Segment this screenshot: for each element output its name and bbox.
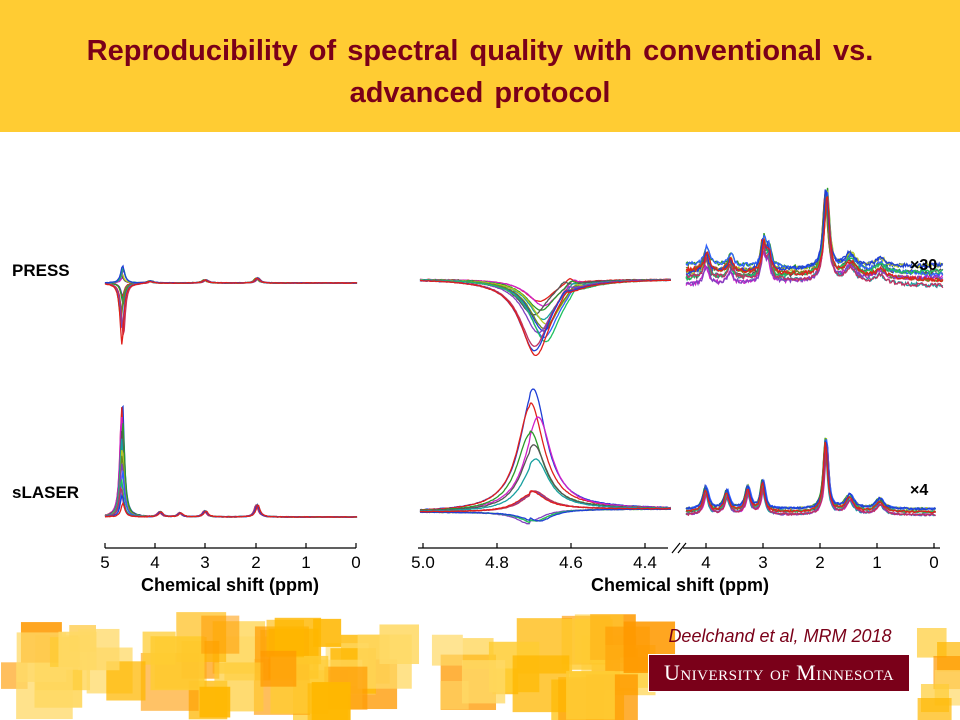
spectrum-trace <box>105 271 358 284</box>
tick-label: 0 <box>929 553 938 572</box>
spectrum-trace <box>419 279 671 334</box>
decor-square <box>431 634 463 666</box>
spectra <box>685 187 944 289</box>
tick-label: 4.8 <box>485 553 509 572</box>
tick-label: 0 <box>351 553 360 572</box>
spectrum-trace <box>104 277 358 302</box>
decor-square <box>260 650 297 687</box>
row-label: sLASER <box>12 483 79 502</box>
axis-label: Chemical shift (ppm) <box>591 575 769 595</box>
spectrum-trace <box>104 277 358 345</box>
tick-label: 4 <box>150 553 159 572</box>
row-label: PRESS <box>12 261 70 280</box>
spectrum-trace <box>104 404 358 518</box>
spectrum-trace <box>685 199 944 288</box>
spectrum-trace <box>104 276 358 328</box>
spectrum-trace <box>104 407 358 519</box>
decor-square <box>201 615 240 654</box>
spectrum-trace <box>104 269 358 284</box>
spectrum-trace <box>104 266 358 284</box>
tick-label: 3 <box>758 553 767 572</box>
spectrum-trace <box>419 444 671 512</box>
tick-label: 5 <box>100 553 109 572</box>
spectrum-trace <box>104 493 358 518</box>
logo: University of Minnesota <box>648 654 910 692</box>
spectrum-trace <box>104 449 358 519</box>
decor-square <box>512 655 570 713</box>
scale-factor: ×4 <box>910 482 928 499</box>
spectra <box>104 404 358 519</box>
spectrum-trace <box>104 264 358 284</box>
tick-label: 2 <box>251 553 260 572</box>
decor-square <box>566 670 615 720</box>
spectrum-trace <box>104 501 357 518</box>
spectrum-trace <box>104 455 357 518</box>
axis-break <box>671 542 681 554</box>
axis-label: Chemical shift (ppm) <box>141 575 319 595</box>
header-band <box>0 0 960 132</box>
spectrum-trace <box>419 458 672 512</box>
decor-square <box>311 682 351 720</box>
spectrum-trace <box>104 430 357 518</box>
spectra <box>104 264 358 345</box>
tick-label: 3 <box>200 553 209 572</box>
spectrum-trace <box>104 416 357 518</box>
scale-factor: ×30 <box>910 257 937 274</box>
spectrum-trace <box>104 277 358 321</box>
tick-label: 4.4 <box>633 553 657 572</box>
spectrum-trace <box>419 279 671 352</box>
decor-square <box>461 660 506 704</box>
spectrum-trace <box>419 402 671 511</box>
spectra <box>419 388 672 525</box>
spectrum-trace <box>419 490 672 513</box>
decor-square <box>58 631 97 670</box>
spectrum-trace <box>104 423 358 518</box>
spectrum-trace <box>419 278 671 325</box>
spectrum-trace <box>685 199 944 289</box>
citation: Deelchand et al, MRM 2018 <box>668 626 892 646</box>
decor-square <box>142 631 176 665</box>
axis-break <box>677 542 687 554</box>
decor-square <box>199 686 231 718</box>
spectrum-trace <box>104 479 358 518</box>
tick-label: 1 <box>301 553 310 572</box>
spectrum-trace <box>420 279 671 357</box>
spectrum-trace <box>419 278 672 316</box>
tick-label: 4 <box>701 553 710 572</box>
spectrum-trace <box>419 388 671 511</box>
spectrum-trace <box>104 470 358 518</box>
spectra <box>419 277 672 357</box>
spectrum-trace <box>104 277 358 336</box>
tick-label: 4.6 <box>559 553 583 572</box>
decor-square <box>917 698 952 720</box>
spectrum-trace <box>104 276 357 298</box>
spectrum-trace <box>685 439 936 511</box>
slide-title: Reproducibility of spectral quality with… <box>86 35 874 109</box>
spectrum-trace <box>104 438 358 518</box>
tick-label: 5.0 <box>411 553 435 572</box>
spectrum-trace <box>685 441 937 514</box>
spectrum-trace <box>104 485 358 518</box>
spectrum-trace <box>104 463 358 518</box>
spectrum-trace <box>685 190 944 275</box>
spectrum-trace <box>686 195 944 283</box>
tick-label: 1 <box>872 553 881 572</box>
spectrum-trace <box>419 508 671 522</box>
spectrum-trace <box>685 190 944 277</box>
decor-square <box>16 662 73 720</box>
spectra <box>685 437 937 517</box>
tick-label: 2 <box>815 553 824 572</box>
